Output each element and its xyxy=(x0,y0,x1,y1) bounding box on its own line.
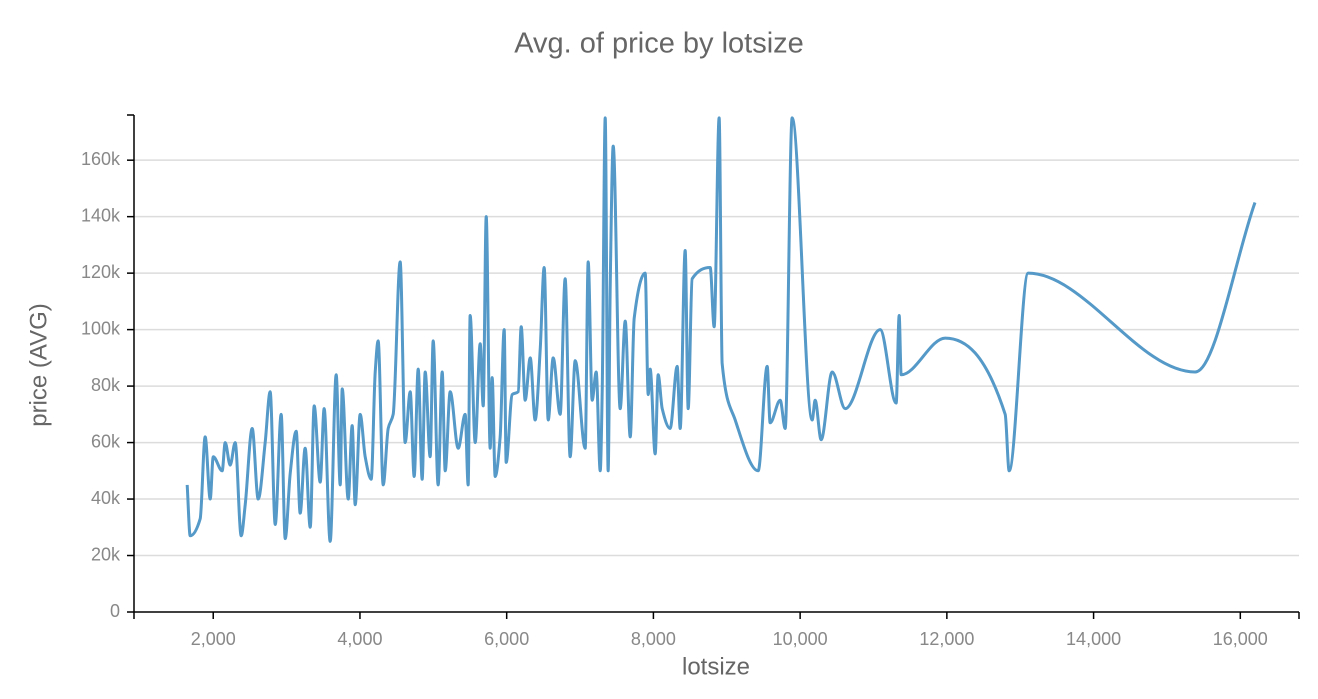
x-tick-label: 6,000 xyxy=(484,629,529,649)
x-tick-label: 10,000 xyxy=(773,629,828,649)
y-tick-label: 120k xyxy=(81,262,121,282)
x-axis-label: lotsize xyxy=(682,653,750,680)
y-tick-label: 60k xyxy=(91,431,121,451)
y-tick-label: 140k xyxy=(81,205,121,225)
x-tick-label: 8,000 xyxy=(631,629,676,649)
y-tick-label: 20k xyxy=(91,544,121,564)
y-tick-label: 0 xyxy=(110,601,120,621)
y-tick-label: 160k xyxy=(81,149,121,169)
y-tick-label: 80k xyxy=(91,375,121,395)
chart-title: Avg. of price by lotsize xyxy=(514,28,804,60)
y-tick-label: 40k xyxy=(91,488,121,508)
x-tick-label: 12,000 xyxy=(919,629,974,649)
x-tick-label: 2,000 xyxy=(191,629,236,649)
x-tick-label: 4,000 xyxy=(337,629,382,649)
x-tick-label: 16,000 xyxy=(1213,629,1268,649)
x-tick-label: 14,000 xyxy=(1066,629,1121,649)
y-axis-label: price (AVG) xyxy=(25,303,52,427)
y-tick-label: 100k xyxy=(81,318,121,338)
line xyxy=(185,116,1257,543)
